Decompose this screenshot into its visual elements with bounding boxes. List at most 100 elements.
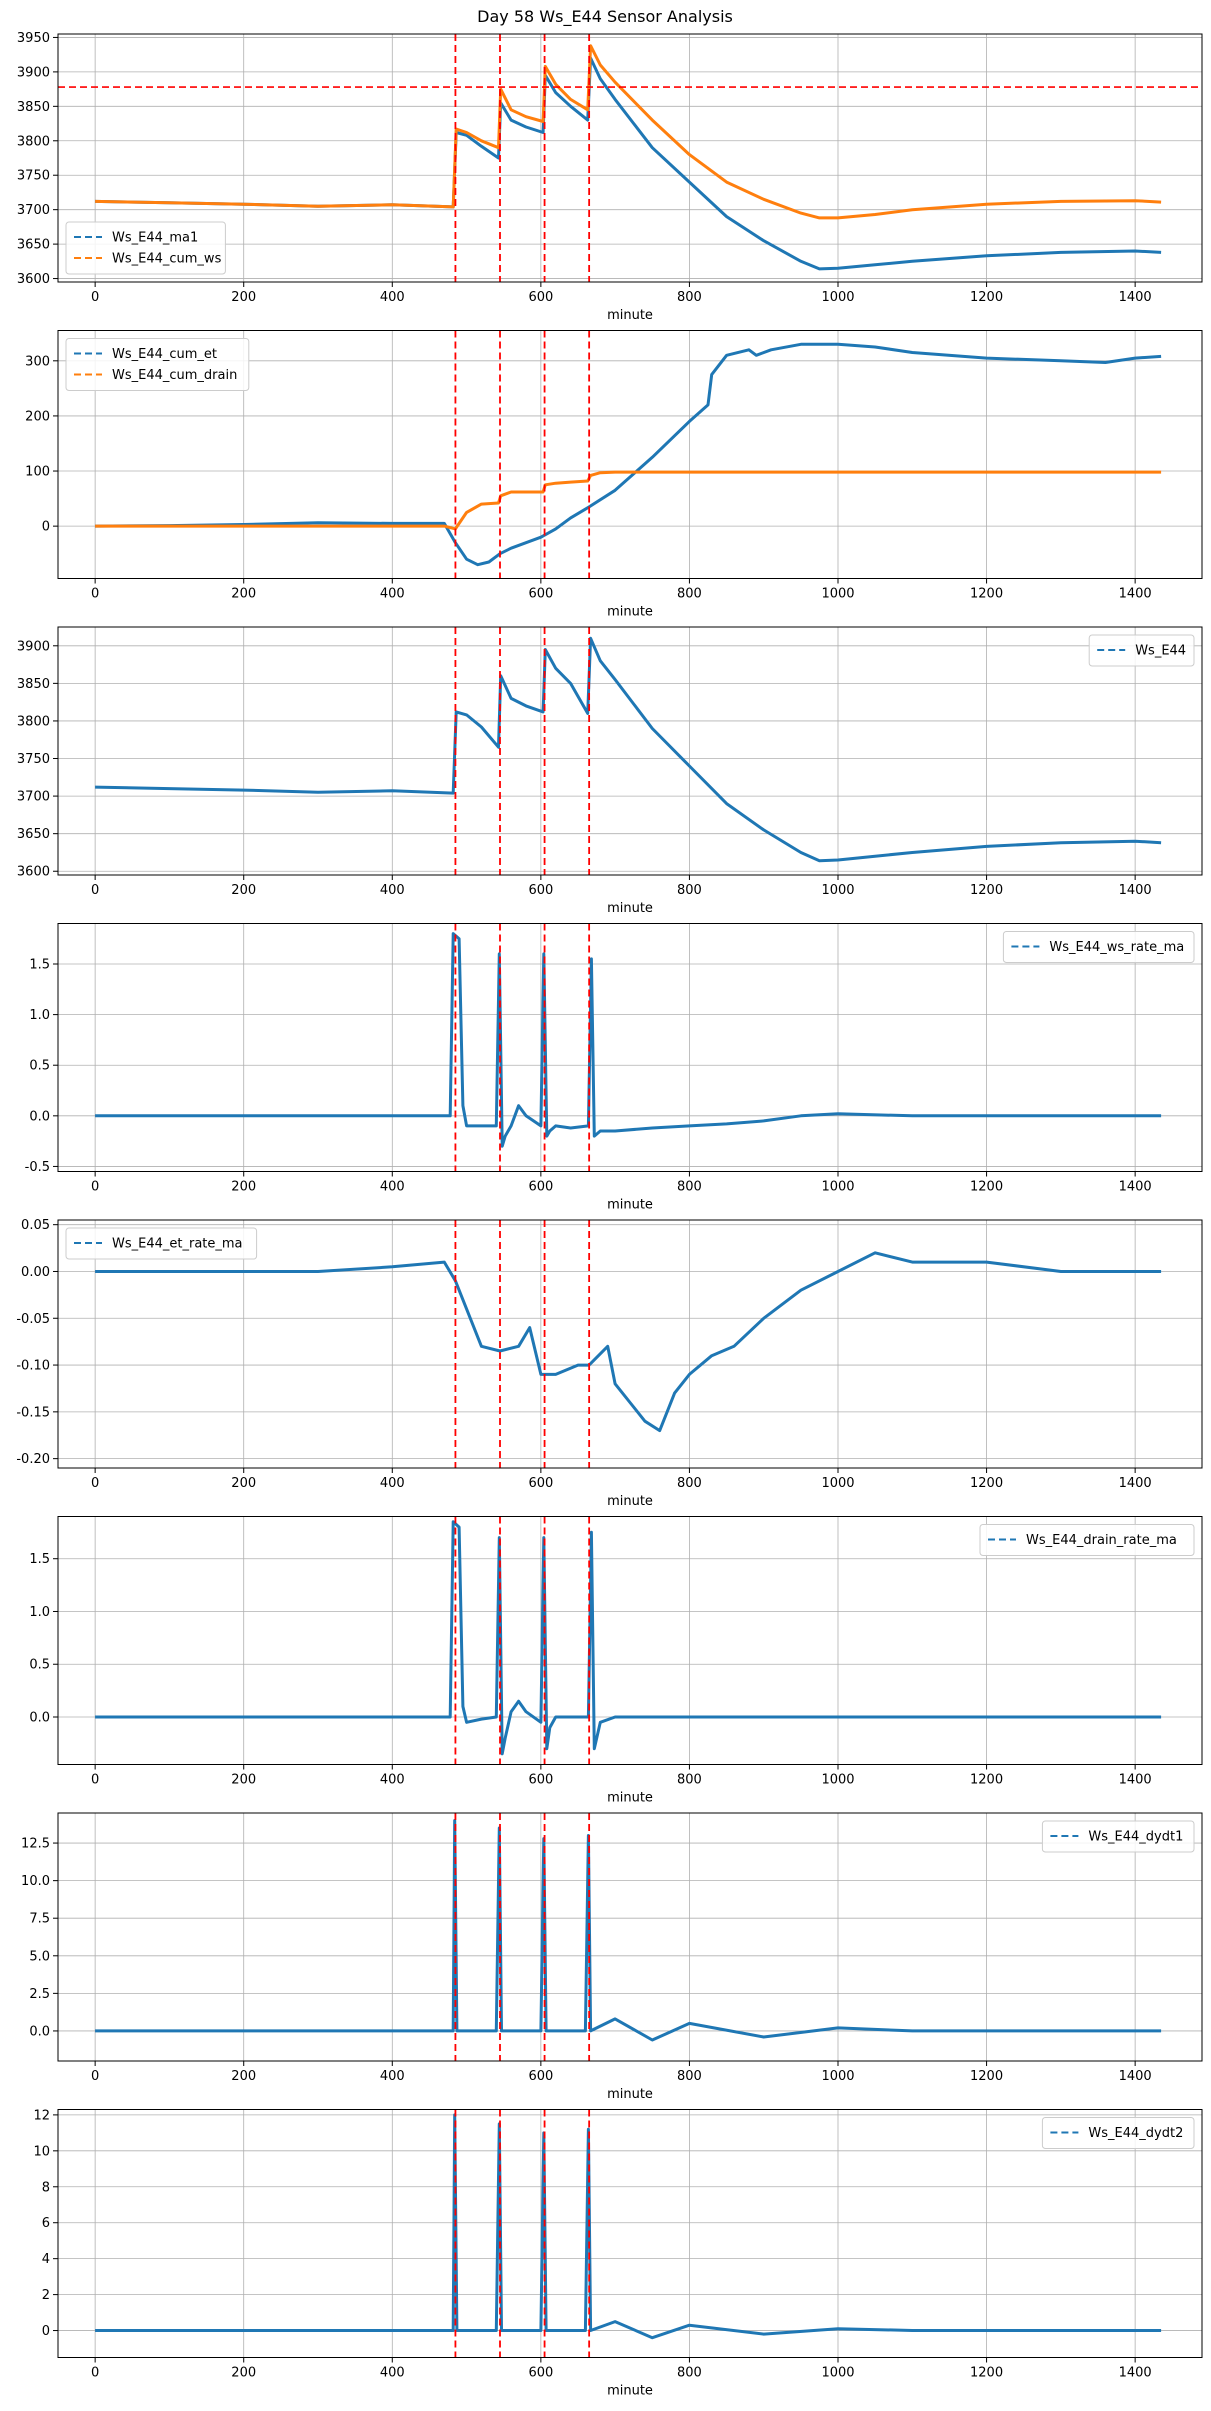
x-tick-label: 200 [231,587,256,602]
subplots: 0 200 400 600 800 1000 1200 1400360036503700375… [16,31,1203,2399]
x-tick-label: 1400 [1119,1180,1152,1195]
y-tick-label: 0 [42,520,50,535]
x-tick-label: 0 [91,1773,99,1788]
y-tick-label: 3750 [17,752,50,767]
y-tick-label: 0.0 [29,2024,50,2039]
x-tick-label: 600 [528,290,553,305]
x-tick-label: 800 [677,883,702,898]
x-tick-label: 1400 [1119,290,1152,305]
x-tick-label: 1200 [970,587,1003,602]
x-tick-label: 200 [231,1476,256,1491]
y-tick-label: 2.5 [29,1987,50,2002]
axes-frame [57,1516,1203,1765]
series-line-1 [95,636,1162,863]
subplot-6: 0 200 400 600 800 1000 1200 1400 0.0 0.5 1.0 1.5 min… [29,1516,1203,1806]
y-tick-label: 3600 [17,272,50,287]
axes-frame [57,33,1203,283]
x-tick-label: 200 [231,1180,256,1195]
x-tick-label: 0 [91,1180,99,1195]
subplot-4: 0 200 400 600 800 1000 1200 1400 -0.5 0.0 0.5 1.0 1.… [25,923,1203,1213]
y-tick-label: 1.0 [29,1008,50,1023]
axes-frame [57,1812,1203,2062]
y-tick-label: -0.05 [16,1312,50,1327]
x-tick-label: 1000 [821,2366,854,2381]
legend: Ws_E44_dydt1 [1041,1820,1195,1853]
x-axis-label: minute [607,1198,653,1213]
y-tick-label: 200 [25,409,50,424]
x-tick-label: 200 [231,290,256,305]
y-tick-label: -0.5 [25,1160,50,1175]
y-tick-label: 12.5 [21,1837,50,1852]
y-tick-label: 12 [33,2108,50,2123]
x-axis-label: minute [607,308,653,323]
subplot-7: 0 200 400 600 800 1000 1200 1400 0.0 2.5 5.0 7.5 10.… [21,1812,1203,2102]
y-tick-label: 1.5 [29,957,50,972]
y-tick-label: 3650 [17,827,50,842]
x-tick-label: 800 [677,1476,702,1491]
y-tick-label: 100 [25,465,50,480]
y-tick-label: 3900 [17,639,50,654]
x-tick-label: 600 [528,1180,553,1195]
x-tick-label: 1000 [821,2069,854,2084]
x-tick-label: 1000 [821,290,854,305]
subplot-1: 0 200 400 600 800 1000 1200 1400 3600 3650 3700 375… [17,31,1203,323]
y-tick-label: 3950 [17,31,50,46]
y-tick-label: 10 [33,2144,50,2159]
legend-label: Ws_E44_cum_et [112,347,217,362]
y-tick-label: 3850 [17,677,50,692]
legend-label: Ws_E44_cum_ws [112,252,222,267]
figure-title: Day 58 Ws_E44 Sensor Analysis [477,7,733,27]
legend-label: Ws_E44 [1135,644,1186,659]
x-tick-label: 1400 [1119,883,1152,898]
y-tick-label: 3650 [17,238,50,253]
x-tick-label: 1400 [1119,1773,1152,1788]
x-tick-label: 200 [231,883,256,898]
x-tick-label: 800 [677,2069,702,2084]
y-tick-label: 3800 [17,714,50,729]
x-tick-label: 1000 [821,587,854,602]
x-tick-label: 0 [91,2366,99,2381]
y-tick-label: 3600 [17,865,50,880]
x-axis-label: minute [607,901,653,916]
x-axis-label: minute [607,2087,653,2102]
x-tick-label: 800 [677,1773,702,1788]
y-tick-label: 0.0 [29,1109,50,1124]
x-tick-label: 1400 [1119,587,1152,602]
x-tick-label: 1200 [970,2366,1003,2381]
x-tick-label: 200 [231,2069,256,2084]
x-axis-label: minute [607,2384,653,2399]
y-tick-label: 8 [42,2180,50,2195]
x-tick-label: 600 [528,883,553,898]
legend-label: Ws_E44_ws_rate_ma [1049,940,1184,955]
x-tick-label: 1200 [970,1476,1003,1491]
series-line-2 [95,470,1162,531]
y-tick-label: 10.0 [21,1874,50,1889]
y-tick-label: 1.5 [29,1552,50,1567]
x-tick-label: 800 [677,290,702,305]
legend: Ws_E44_drain_rate_ma [979,1524,1195,1556]
legend: Ws_E44_et_rate_ma [65,1227,258,1260]
y-tick-label: 0.5 [29,1658,50,1673]
y-tick-label: 2 [42,2288,50,2303]
x-tick-label: 1200 [970,2069,1003,2084]
y-tick-label: -0.15 [16,1405,50,1420]
subplot-2: 0 200 400 600 800 1000 1200 1400 0 100 200 300 minut… [25,330,1203,620]
y-tick-label: 7.5 [29,1912,50,1927]
y-tick-label: 0.05 [21,1218,50,1233]
series-line-1 [95,1520,1162,1756]
axes-frame [57,1219,1203,1469]
y-tick-label: 6 [42,2216,50,2231]
series-line-1 [95,342,1162,567]
axes-frame [57,626,1203,876]
axes-frame [57,923,1203,1172]
series-line-1 [95,932,1162,1148]
x-tick-label: 1200 [970,883,1003,898]
x-tick-label: 0 [91,1476,99,1491]
legend-label: Ws_E44_drain_rate_ma [1026,1533,1177,1548]
legend: Ws_E44 [1088,634,1195,667]
x-tick-label: 1400 [1119,2069,1152,2084]
y-tick-label: 0.5 [29,1059,50,1074]
y-tick-label: 3900 [17,65,50,80]
x-tick-label: 800 [677,1180,702,1195]
